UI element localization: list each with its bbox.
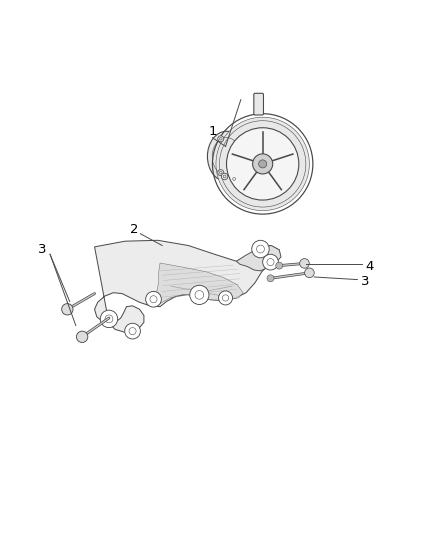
Circle shape [219,291,233,305]
Circle shape [146,292,161,307]
Circle shape [259,160,267,168]
Circle shape [253,154,273,174]
Circle shape [100,310,118,328]
Circle shape [263,254,279,270]
Circle shape [276,262,283,269]
Circle shape [231,176,237,182]
Polygon shape [215,149,240,174]
Ellipse shape [208,131,246,181]
Circle shape [221,173,228,180]
Text: 3: 3 [38,243,46,255]
Circle shape [226,128,299,200]
FancyBboxPatch shape [254,93,264,115]
Circle shape [77,331,88,343]
Circle shape [190,285,209,304]
Circle shape [216,117,309,211]
Circle shape [218,169,224,176]
Circle shape [125,323,141,339]
Circle shape [305,268,314,278]
Circle shape [300,259,309,268]
Circle shape [252,240,269,258]
Circle shape [219,120,306,207]
Text: 3: 3 [361,275,370,288]
Text: 2: 2 [130,223,138,236]
Polygon shape [237,246,281,271]
Text: 1: 1 [208,125,217,138]
Circle shape [218,136,224,142]
Circle shape [62,304,73,315]
Polygon shape [155,263,243,304]
Circle shape [267,275,274,282]
Polygon shape [95,240,280,332]
Text: 4: 4 [365,260,374,273]
